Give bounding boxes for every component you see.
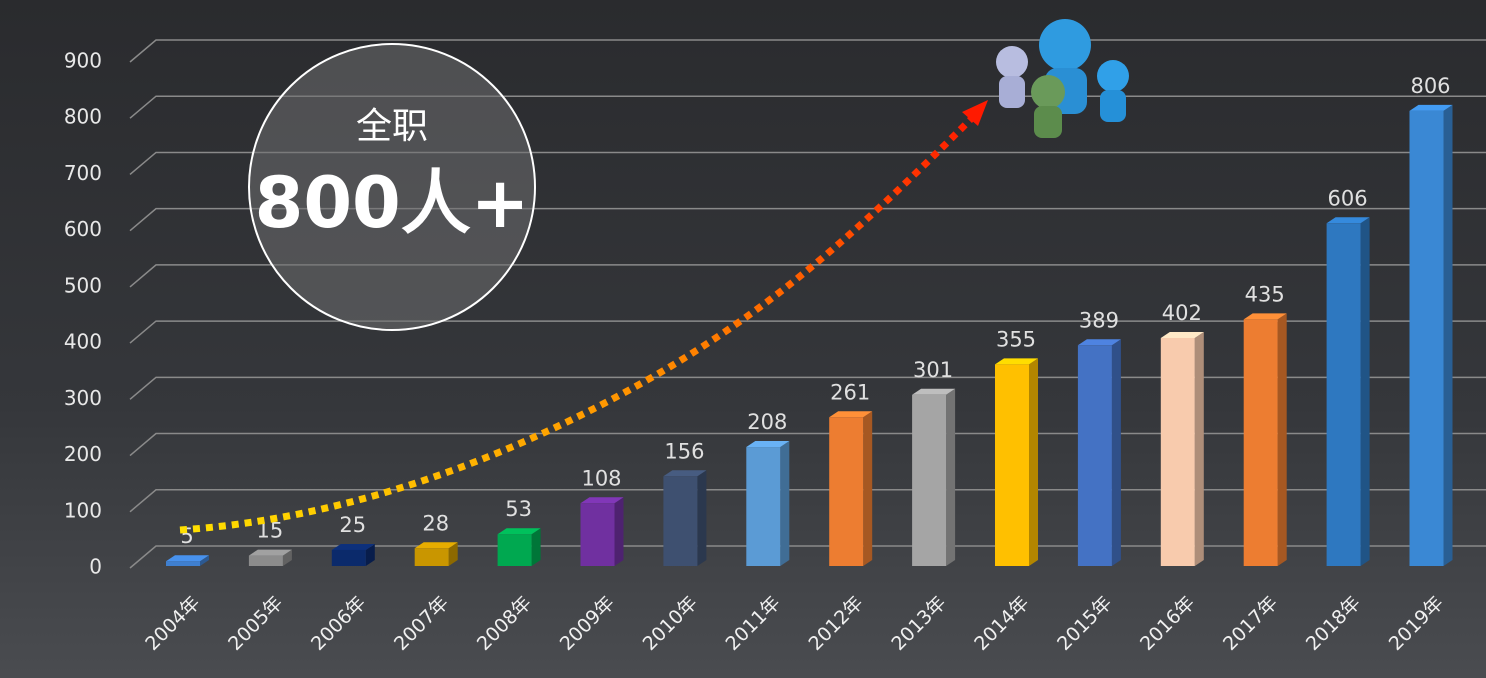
y-tick-label: 100 <box>64 498 102 522</box>
value-label: 108 <box>581 466 621 490</box>
y-tick-label: 800 <box>64 105 102 129</box>
bar <box>166 561 200 566</box>
value-label: 402 <box>1162 301 1202 325</box>
bar <box>415 548 449 566</box>
bar <box>249 556 283 566</box>
bar-side <box>532 528 541 566</box>
bar-side <box>615 497 624 566</box>
bar-side <box>1029 358 1038 566</box>
value-label: 435 <box>1245 282 1285 306</box>
bar-side <box>946 389 955 566</box>
bar-side <box>1361 217 1370 566</box>
callout-line1: 全职 <box>356 106 428 147</box>
callout-line2: 800人+ <box>255 162 530 244</box>
bar-side <box>863 411 872 566</box>
value-label: 208 <box>747 410 787 434</box>
bar-side <box>697 470 706 566</box>
bar-side <box>1195 332 1204 566</box>
bar <box>1327 223 1361 566</box>
value-label: 156 <box>664 439 704 463</box>
person-head <box>996 46 1028 78</box>
y-tick-label: 500 <box>64 273 102 297</box>
value-label: 28 <box>422 511 449 535</box>
bar <box>829 417 863 566</box>
bar <box>912 395 946 566</box>
bar <box>581 503 615 566</box>
value-label: 53 <box>505 497 532 521</box>
y-tick-label: 0 <box>89 555 102 579</box>
bar <box>1244 319 1278 566</box>
person-body <box>999 76 1025 108</box>
bar <box>332 550 366 566</box>
bar <box>1078 345 1112 566</box>
bar-side <box>780 441 789 566</box>
bar <box>663 476 697 566</box>
value-label: 301 <box>913 358 953 382</box>
value-label: 261 <box>830 380 870 404</box>
value-label: 806 <box>1410 74 1450 98</box>
person-head <box>1097 60 1129 92</box>
y-tick-label: 600 <box>64 217 102 241</box>
bar <box>995 364 1029 566</box>
chart: 0100200300400500600700800900 52004年15200… <box>0 0 1486 678</box>
y-tick-label: 900 <box>64 49 102 73</box>
bar-side <box>1278 313 1287 566</box>
value-label: 25 <box>339 513 366 537</box>
value-label: 606 <box>1328 186 1368 210</box>
value-label: 389 <box>1079 308 1119 332</box>
bar-side <box>1112 339 1121 566</box>
value-label: 355 <box>996 327 1036 351</box>
page: {"chart_data": {"type": "bar3d", "catego… <box>0 0 1486 678</box>
bar <box>498 534 532 566</box>
bar <box>1161 338 1195 566</box>
bar <box>746 447 780 566</box>
y-tick-label: 400 <box>64 330 102 354</box>
person-head <box>1031 75 1065 109</box>
y-tick-label: 300 <box>64 386 102 410</box>
person-head <box>1039 19 1091 71</box>
person-body <box>1034 106 1062 138</box>
y-tick-label: 200 <box>64 442 102 466</box>
person-body <box>1100 90 1126 122</box>
bar-side <box>1444 105 1453 566</box>
y-tick-label: 700 <box>64 161 102 185</box>
bar <box>1410 111 1444 566</box>
